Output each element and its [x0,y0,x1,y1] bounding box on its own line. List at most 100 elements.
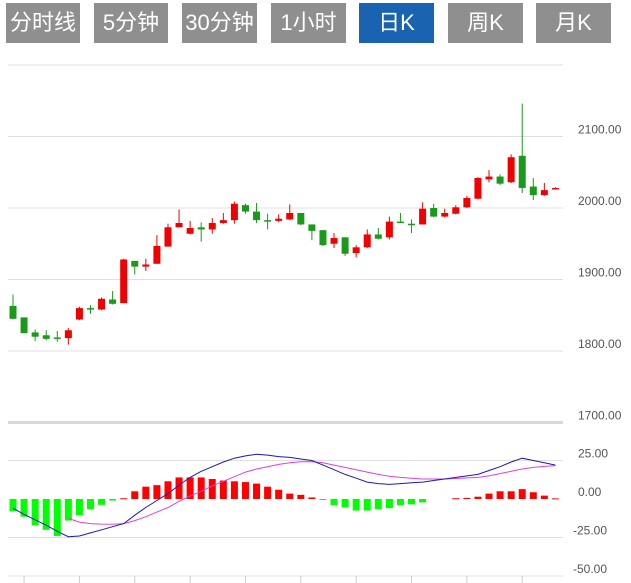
price-tick-label: 2000.00 [578,194,622,208]
candle-body [53,337,61,339]
candle-body [230,203,238,221]
candle-body [485,176,493,180]
macd-histogram-bar [319,499,327,500]
tab-5min[interactable]: 5分钟 [94,3,168,43]
candle-body [474,177,482,199]
candle-body [551,187,559,190]
price-tick-label: 1900.00 [578,266,622,280]
candle-body [352,247,360,254]
candle-body [330,238,338,244]
candle-body [86,308,94,310]
macd-histogram-bar [175,477,183,499]
macd-histogram-bar [474,496,482,499]
candle-body [64,330,72,339]
candle-body [153,245,161,264]
macd-histogram-bar [540,495,548,499]
macd-histogram-bar [42,499,50,530]
candle-body [186,228,194,234]
macd-histogram-bar [452,498,460,500]
macd-histogram-bar [219,480,227,499]
candle-body [452,207,460,214]
tab-intraday[interactable]: 分时线 [6,3,80,43]
macd-histogram-bar [75,499,83,516]
candle-body [98,298,106,310]
candle-body [308,224,316,231]
tab-monthly[interactable]: 月K [536,3,611,43]
macd-histogram-bar [496,491,504,499]
candle-body [463,197,471,208]
candle-body [264,220,272,222]
candle-body [109,299,117,304]
candle-body [408,223,416,226]
macd-histogram-bar [64,499,72,521]
candle-body [120,259,128,304]
dea-line [68,461,556,525]
candle-body [164,227,172,247]
macd-histogram-bar [98,499,106,505]
candle-body [219,220,227,224]
macd-histogram-bar [374,499,382,510]
macd-histogram-bar [164,481,172,499]
candle-body [175,223,183,228]
candle-body [430,208,438,217]
macd-histogram-bar [9,499,17,512]
price-tick-label: 2100.00 [578,123,622,137]
macd-histogram-bar [363,499,371,511]
candle-body [396,221,404,224]
candle-body [131,260,139,267]
macd-histogram-bar [153,485,161,499]
candle-body [142,264,150,267]
tab-weekly[interactable]: 周K [448,3,523,43]
macd-histogram-bar [142,486,150,499]
candle-body [20,317,28,334]
candle-body [374,234,382,239]
tab-30min[interactable]: 30分钟 [182,3,257,43]
candle-body [253,211,261,221]
macd-histogram-bar [507,491,515,499]
macd-histogram-bar [308,497,316,499]
macd-histogram-bar [264,486,272,499]
macd-tick-label: -25.00 [573,524,607,538]
macd-histogram-bar [208,478,216,499]
macd-histogram-bar [463,497,471,499]
candle-body [363,234,371,248]
price-tick-label: 1800.00 [578,337,622,351]
candle-body [441,213,449,217]
macd-histogram-bar [518,489,526,499]
candle-body [341,237,349,254]
candle-body [42,335,50,339]
macd-histogram-bar [341,499,349,508]
candle-body [297,213,305,225]
macd-histogram-bar [551,498,559,500]
tab-daily[interactable]: 日K [359,3,434,43]
macd-histogram-bar [297,494,305,499]
candle-body [385,221,393,238]
candle-body [197,227,205,230]
macd-histogram-bar [109,499,117,501]
candle-body [286,213,294,220]
macd-histogram-bar [286,493,294,499]
candle-body [319,230,327,246]
candle-body [275,218,283,221]
macd-histogram-bar [408,499,416,505]
candle-body [31,332,39,337]
macd-tick-label: 0.00 [578,485,602,499]
candle-body [540,190,548,196]
candle-body [496,176,504,184]
macd-histogram-bar [396,499,404,506]
candle-body [518,155,526,188]
macd-histogram-bar [241,482,249,499]
macd-tick-label: 25.00 [578,447,608,461]
macd-histogram-bar [186,477,194,499]
macd-histogram-bar [120,498,128,500]
candle-body [419,208,427,225]
macd-histogram-bar [53,499,61,536]
candle-body [75,308,83,320]
candle-body [507,157,515,183]
macd-histogram-bar [230,481,238,499]
macd-histogram-bar [20,499,28,517]
macd-histogram-bar [86,499,94,510]
macd-histogram-bar [385,499,393,509]
tab-1hour[interactable]: 1小时 [271,3,346,43]
